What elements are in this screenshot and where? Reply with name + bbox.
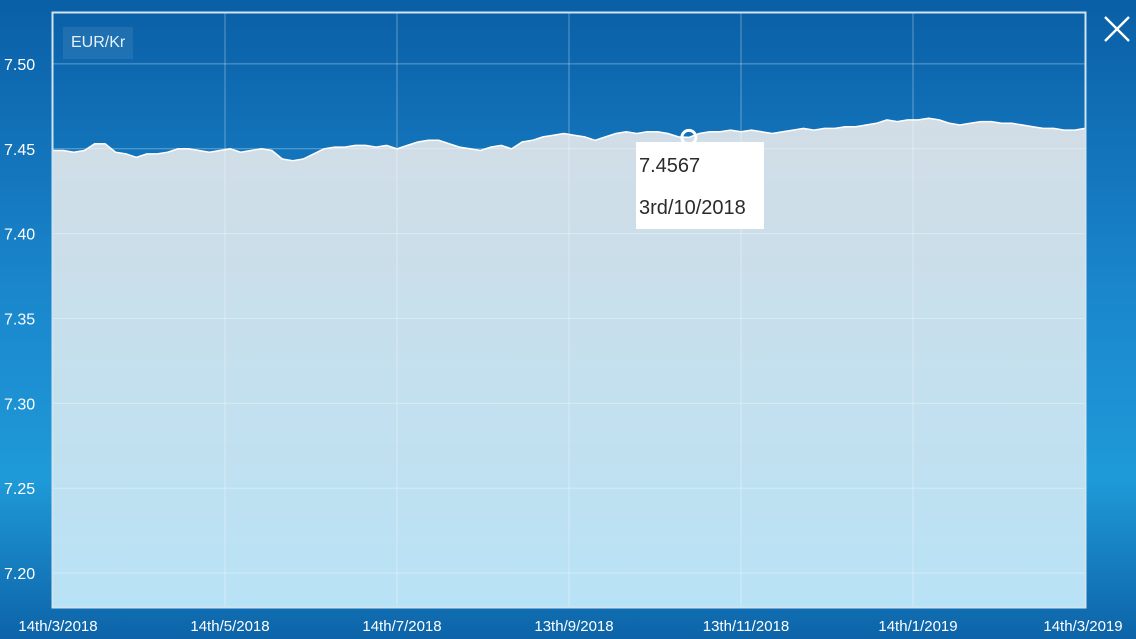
y-tick-label: 7.20 [4,566,35,583]
currency-pair-label: EUR/Kr [63,27,134,59]
grid-layer [53,13,1085,607]
y-tick-label: 7.30 [4,396,35,413]
close-button[interactable] [1100,12,1134,46]
series-line [53,117,1086,162]
y-tick-label: 7.50 [4,57,35,74]
x-tick-label: 13th/9/2018 [534,618,613,635]
y-tick-label: 7.40 [4,227,35,244]
y-axis: 7.20 7.25 7.30 7.35 7.40 7.45 7.50 [4,57,35,583]
x-tick-label: 14th/5/2018 [190,618,269,635]
x-tick-label: 14th/3/2019 [1043,618,1122,635]
plot-border [51,11,1087,609]
y-tick-label: 7.25 [4,481,35,498]
x-tick-label: 14th/7/2018 [362,618,441,635]
tooltip-value: 7.4567 [639,155,701,177]
y-tick-label: 7.45 [4,142,35,159]
x-tick-label: 14th/1/2019 [878,618,957,635]
value-tooltip: 7.4567 3rd/10/2018 [636,142,764,229]
x-axis: 14th/3/2018 14th/5/2018 14th/7/2018 13th/9/… [18,618,1122,635]
y-tick-label: 7.35 [4,311,35,328]
area-layer [53,117,1086,607]
series-area [53,118,1085,607]
close-icon [1104,16,1130,42]
x-tick-label: 13th/11/2018 [703,618,789,635]
tooltip-date: 3rd/10/2018 [639,197,746,219]
x-tick-label: 14th/3/2018 [18,618,97,635]
